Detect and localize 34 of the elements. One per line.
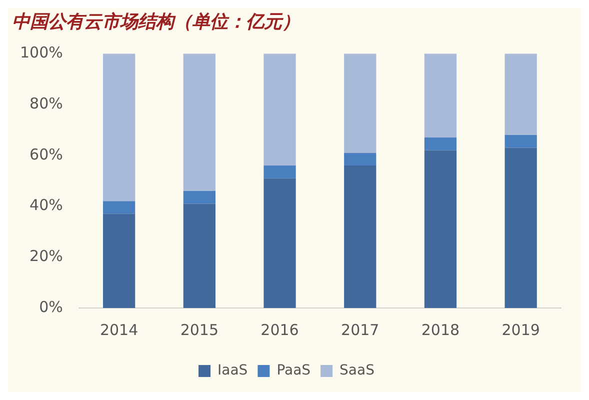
bar <box>344 166 376 308</box>
x-tick-label: 2017 <box>341 320 380 339</box>
bar <box>264 54 296 166</box>
bar <box>264 166 296 178</box>
x-tick-label: 2018 <box>421 320 460 339</box>
y-tick-label: 0% <box>39 298 63 316</box>
bar <box>102 54 136 202</box>
x-tick-label: 2014 <box>100 320 138 339</box>
bar <box>504 135 537 148</box>
bar <box>183 190 216 204</box>
bar <box>102 201 136 214</box>
y-tick-label: 20% <box>30 247 63 266</box>
y-tick-label: 40% <box>30 196 63 214</box>
bar <box>183 54 216 191</box>
bar <box>424 150 457 308</box>
chart-title: 中国公有云市场结构（单位：亿元） <box>12 11 300 32</box>
bar <box>424 54 457 138</box>
bar <box>344 152 376 166</box>
bar <box>183 204 216 308</box>
y-tick-label: 80% <box>30 94 63 112</box>
y-tick-label: 60% <box>30 145 63 164</box>
x-tick-label: 2015 <box>180 320 219 339</box>
bar <box>344 54 376 153</box>
legend-label: SaaS <box>340 362 375 379</box>
x-tick-label: 2019 <box>502 320 540 339</box>
bar <box>424 138 457 150</box>
legend-label: IaaS <box>218 362 248 379</box>
bar <box>504 148 537 308</box>
bar <box>102 214 136 308</box>
legend-label: PaaS <box>276 362 311 379</box>
bar <box>504 54 537 136</box>
x-tick-label: 2016 <box>260 320 299 339</box>
y-tick-label: 100% <box>20 43 63 62</box>
bar <box>264 178 296 308</box>
